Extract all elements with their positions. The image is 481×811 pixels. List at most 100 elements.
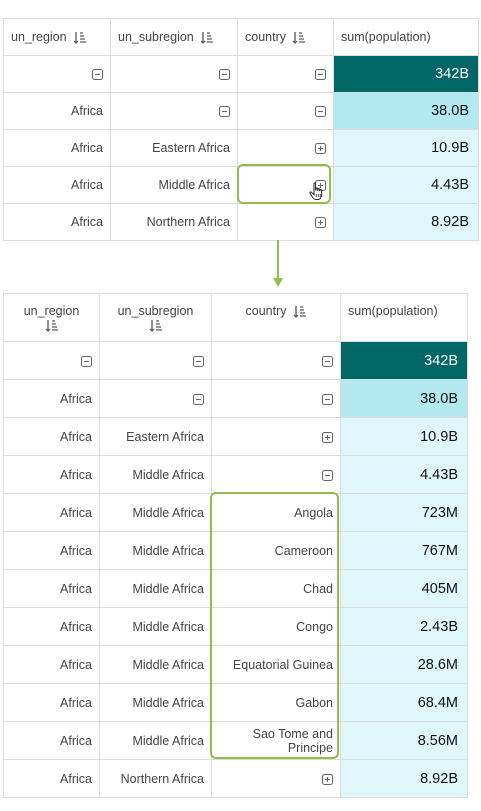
down-arrow-icon xyxy=(273,240,283,287)
minus-square-icon[interactable] xyxy=(322,355,333,367)
minus-square-icon[interactable] xyxy=(193,355,204,367)
cell-subregion: Middle Africa xyxy=(99,721,212,760)
pivot-table-collapsed: un_region un_subregion country sum(popul… xyxy=(3,18,479,241)
cell-value: 342B xyxy=(340,341,468,380)
cell-value: 38.0B xyxy=(340,379,468,418)
cell-region[interactable] xyxy=(3,55,111,93)
cell-subregion: Middle Africa xyxy=(99,683,212,722)
sort-descending-icon[interactable] xyxy=(149,319,163,333)
minus-square-icon[interactable] xyxy=(193,393,204,405)
hand-pointer-icon xyxy=(309,182,323,200)
sort-descending-icon[interactable] xyxy=(45,319,59,333)
cell-country[interactable] xyxy=(237,203,334,241)
cell-region: Africa xyxy=(3,683,100,722)
header-label: un_subregion xyxy=(118,29,194,44)
plus-square-icon[interactable] xyxy=(322,431,333,443)
minus-square-icon[interactable] xyxy=(322,393,333,405)
cell-subregion: Eastern Africa xyxy=(110,129,238,167)
expand-highlight xyxy=(237,164,331,204)
minus-square-icon[interactable] xyxy=(322,469,333,481)
minus-square-icon[interactable] xyxy=(92,69,103,81)
cell-region: Africa xyxy=(3,379,100,418)
table-row: Africa 38.0B xyxy=(3,92,479,130)
header-sum-population[interactable]: sum(population) xyxy=(340,293,468,342)
cell-subregion: Middle Africa xyxy=(99,569,212,608)
cell-country[interactable] xyxy=(211,341,341,380)
header-label: un_region xyxy=(11,29,67,44)
table-row: Africa Eastern Africa 10.9B xyxy=(3,417,468,456)
cell-country[interactable] xyxy=(211,455,341,494)
plus-square-icon[interactable] xyxy=(322,773,333,785)
minus-square-icon[interactable] xyxy=(219,106,230,118)
sort-descending-icon[interactable] xyxy=(292,31,306,44)
cell-subregion[interactable] xyxy=(99,379,212,418)
header-un-region[interactable]: un_region xyxy=(3,293,100,342)
cell-country[interactable] xyxy=(237,55,334,93)
minus-square-icon[interactable] xyxy=(219,69,230,81)
cell-region: Africa xyxy=(3,645,100,684)
sort-descending-icon[interactable] xyxy=(200,31,214,44)
cell-country[interactable] xyxy=(211,417,341,456)
cell-subregion: Northern Africa xyxy=(110,203,238,241)
minus-square-icon[interactable] xyxy=(315,106,326,118)
cell-country[interactable] xyxy=(237,92,334,130)
header-row: un_region un_subregion country sum(popul… xyxy=(3,18,479,56)
pivot-table-expanded: un_region un_subregion country sum(popul… xyxy=(3,293,468,798)
cell-subregion[interactable] xyxy=(110,55,238,93)
cell-value: 28.6M xyxy=(340,645,468,684)
cell-value: 68.4M xyxy=(340,683,468,722)
header-label: un_subregion xyxy=(117,304,194,318)
table-row: Africa Middle Africa Cameroon 767M xyxy=(3,531,468,570)
cell-subregion[interactable] xyxy=(110,92,238,130)
cell-subregion: Eastern Africa xyxy=(99,417,212,456)
cell-country: Congo xyxy=(211,607,341,646)
cell-subregion: Northern Africa xyxy=(99,759,212,798)
header-un-region[interactable]: un_region xyxy=(3,18,111,56)
cell-value: 767M xyxy=(340,531,468,570)
table-row: Africa Middle Africa Gabon 68.4M xyxy=(3,683,468,722)
plus-square-icon[interactable] xyxy=(315,217,326,229)
cell-value: 342B xyxy=(333,55,479,93)
header-label: un_region xyxy=(23,304,80,318)
cell-country[interactable] xyxy=(211,759,341,798)
cell-subregion: Middle Africa xyxy=(99,531,212,570)
cell-region[interactable] xyxy=(3,341,100,380)
cell-subregion: Middle Africa xyxy=(99,493,212,532)
cell-region: Africa xyxy=(3,569,100,608)
cell-country: Angola xyxy=(211,493,341,532)
table-row: 342B xyxy=(3,341,468,380)
header-label: sum(population) xyxy=(341,30,431,44)
header-country[interactable]: country xyxy=(211,293,341,342)
cell-value: 8.56M xyxy=(340,721,468,760)
cell-region: Africa xyxy=(3,129,111,167)
cell-country[interactable] xyxy=(211,379,341,418)
table-row: Africa Middle Africa 4.43B xyxy=(3,455,468,494)
cell-country: Cameroon xyxy=(211,531,341,570)
cell-value: 10.9B xyxy=(340,417,468,456)
cell-value: 405M xyxy=(340,569,468,608)
header-sum-population[interactable]: sum(population) xyxy=(333,18,479,56)
minus-square-icon[interactable] xyxy=(315,69,326,81)
header-country[interactable]: country xyxy=(237,18,334,56)
header-label: sum(population) xyxy=(348,304,438,318)
cell-country: Sao Tome and Principe xyxy=(211,721,341,760)
header-label: country xyxy=(245,29,286,44)
cell-region: Africa xyxy=(3,493,100,532)
header-un-subregion[interactable]: un_subregion xyxy=(99,293,212,342)
cell-value: 8.92B xyxy=(340,759,468,798)
sort-descending-icon[interactable] xyxy=(73,31,87,44)
minus-square-icon[interactable] xyxy=(81,355,92,367)
cell-country[interactable] xyxy=(237,129,334,167)
cell-value: 38.0B xyxy=(333,92,479,130)
header-un-subregion[interactable]: un_subregion xyxy=(110,18,238,56)
table-row: Africa Middle Africa 4.43B xyxy=(3,166,479,204)
cell-subregion[interactable] xyxy=(99,341,212,380)
cell-region: Africa xyxy=(3,92,111,130)
cell-region: Africa xyxy=(3,759,100,798)
cell-region: Africa xyxy=(3,531,100,570)
cell-subregion: Middle Africa xyxy=(99,645,212,684)
header-row: un_region un_subregion country sum(popul… xyxy=(3,293,468,342)
sort-descending-icon[interactable] xyxy=(293,305,307,319)
plus-square-icon[interactable] xyxy=(315,143,326,155)
cell-region: Africa xyxy=(3,203,111,241)
